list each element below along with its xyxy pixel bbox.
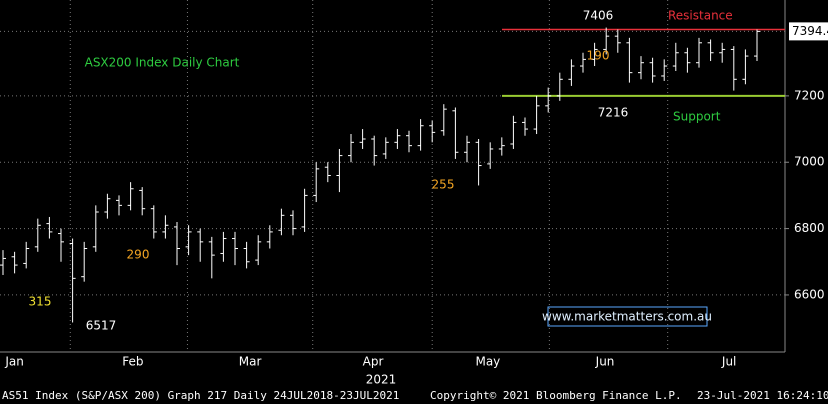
x-tick-label: Jun	[595, 355, 615, 369]
annotation: 6517	[86, 319, 117, 333]
annotation: 190	[587, 49, 610, 63]
x-tick-label: Apr	[363, 355, 384, 369]
x-tick-label: Jul	[721, 355, 736, 369]
y-tick-label: 6800	[794, 221, 825, 235]
y-tick-label: 6600	[794, 287, 825, 301]
y-tick-label: 7000	[794, 155, 825, 169]
annotation: 290	[127, 248, 150, 262]
footer-text: 23-Jul-2021 16:24:10	[697, 389, 828, 402]
watermark-box	[547, 306, 708, 327]
resistance-label: Resistance	[668, 9, 733, 23]
chart-title: ASX200 Index Daily Chart	[85, 56, 240, 70]
annotation: 255	[432, 178, 455, 192]
y-tick-label: 7200	[794, 88, 825, 102]
support-label: Support	[673, 110, 721, 124]
last-price-box	[789, 22, 828, 41]
x-tick-label: Jan	[4, 355, 24, 369]
footer-text: Copyright© 2021 Bloomberg Finance L.P.	[430, 389, 682, 402]
watermark: www.marketmatters.com.au	[542, 310, 712, 324]
annotation: 7216	[598, 106, 629, 120]
year-label: 2021	[366, 373, 397, 387]
last-price-label: 7394.4	[792, 24, 828, 38]
x-tick-label: May	[475, 355, 500, 369]
x-tick-label: Mar	[239, 355, 262, 369]
x-tick-label: Feb	[122, 355, 143, 369]
footer-text: AS51 Index (S&P/ASX 200) Graph 217 Daily…	[2, 389, 399, 402]
annotation: 7406	[583, 9, 614, 23]
annotation: 315	[29, 295, 52, 309]
